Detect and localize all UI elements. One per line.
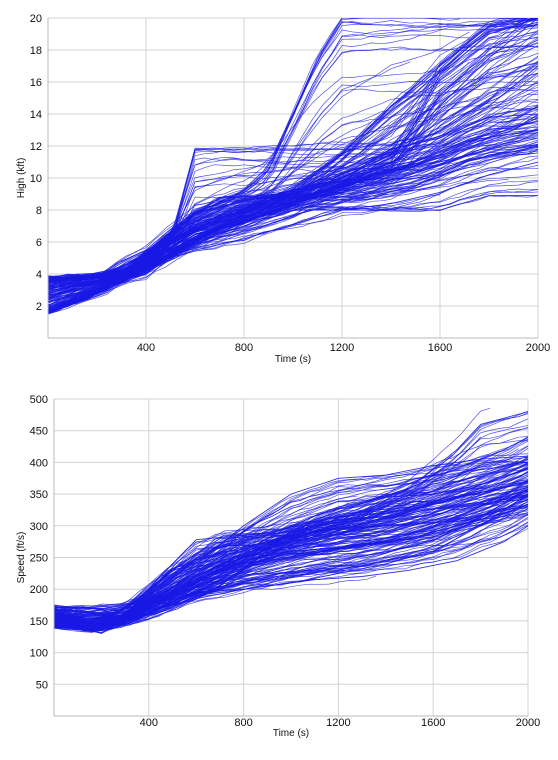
- series-line: [48, 116, 499, 313]
- series-line: [48, 45, 538, 304]
- series-line: [48, 81, 538, 280]
- series-line: [48, 31, 538, 311]
- series-line: [54, 484, 491, 618]
- series-line: [48, 178, 441, 279]
- series-line: [54, 488, 528, 617]
- series-line: [48, 82, 538, 297]
- series-line: [48, 143, 538, 300]
- altitude-axes: [47, 18, 538, 339]
- altitude-chart: 2 4 6 8 10 12 14 16 18 20 400 800 1200 1600 2000 Time…: [16, 13, 550, 365]
- y-tick-label: 14: [30, 109, 42, 121]
- altitude-y-axis-label: High (kft): [16, 158, 27, 199]
- y-tick-label: 4: [36, 269, 42, 281]
- series-line: [54, 474, 528, 621]
- altitude-series-group: [48, 18, 538, 315]
- series-line: [48, 168, 401, 296]
- series-line: [54, 495, 528, 627]
- series-line: [54, 508, 528, 617]
- y-tick-label: 8: [36, 205, 42, 217]
- series-line: [54, 459, 528, 624]
- series-line: [48, 181, 538, 280]
- series-line: [54, 453, 491, 633]
- x-tick-label: 1600: [428, 342, 452, 354]
- y-tick-label: 16: [30, 77, 42, 89]
- series-line: [54, 454, 453, 617]
- series-line: [48, 107, 529, 311]
- series-line: [54, 424, 528, 624]
- y-tick-label: 10: [30, 173, 42, 185]
- speed-axes: [53, 399, 528, 717]
- y-tick-label: 150: [30, 616, 48, 628]
- speed-y-axis-label: Speed (ft/s): [16, 532, 27, 584]
- series-line: [54, 455, 528, 632]
- series-line: [54, 504, 528, 625]
- series-line: [54, 575, 377, 612]
- y-tick-label: 50: [36, 679, 48, 691]
- y-tick-label: 350: [30, 489, 48, 501]
- series-line: [48, 45, 538, 286]
- altitude-x-ticks: 400 800 1200 1600 2000: [137, 342, 550, 354]
- speed-x-axis-label: Time (s): [273, 728, 309, 739]
- y-tick-label: 12: [30, 141, 42, 153]
- series-line: [54, 503, 528, 613]
- series-line: [54, 468, 528, 631]
- y-tick-label: 250: [30, 553, 48, 565]
- y-tick-label: 6: [36, 237, 42, 249]
- x-tick-label: 2000: [526, 342, 550, 354]
- y-tick-label: 100: [30, 648, 48, 660]
- series-line: [48, 114, 538, 293]
- y-tick-label: 18: [30, 45, 42, 57]
- series-line: [54, 522, 528, 617]
- series-line: [54, 510, 528, 629]
- series-line: [54, 494, 528, 630]
- series-line: [48, 105, 538, 281]
- altitude-y-ticks: 2 4 6 8 10 12 14 16 18 20: [30, 13, 42, 313]
- y-tick-label: 20: [30, 13, 42, 25]
- x-tick-label: 800: [234, 717, 252, 729]
- series-line: [54, 490, 528, 630]
- speed-x-ticks: 400 800 1200 1600 2000: [140, 717, 541, 729]
- series-line: [54, 438, 528, 631]
- y-tick-label: 500: [30, 394, 48, 406]
- series-line: [54, 499, 491, 627]
- y-tick-label: 2: [36, 301, 42, 313]
- series-line: [48, 18, 538, 282]
- series-line: [54, 480, 528, 622]
- y-tick-label: 200: [30, 584, 48, 596]
- y-tick-label: 450: [30, 426, 48, 438]
- series-line: [48, 31, 470, 303]
- series-line: [54, 508, 528, 610]
- series-line: [48, 18, 460, 286]
- speed-y-ticks: 50 100 150 200 250 300 350 400 450 500: [30, 394, 48, 691]
- x-tick-label: 2000: [516, 717, 540, 729]
- series-line: [54, 463, 510, 631]
- y-tick-label: 400: [30, 457, 48, 469]
- series-line: [54, 482, 528, 623]
- series-line: [48, 46, 538, 312]
- x-tick-label: 1600: [421, 717, 445, 729]
- x-tick-label: 800: [235, 342, 253, 354]
- series-line: [48, 68, 538, 290]
- series-line: [54, 469, 528, 628]
- y-tick-label: 300: [30, 521, 48, 533]
- series-line: [48, 167, 538, 280]
- series-line: [54, 520, 434, 630]
- x-tick-label: 1200: [326, 717, 350, 729]
- series-line: [48, 129, 538, 315]
- series-line: [48, 92, 499, 285]
- altitude-x-axis-label: Time (s): [275, 354, 311, 365]
- speed-series-group: [54, 407, 528, 634]
- x-tick-label: 1200: [330, 342, 354, 354]
- series-line: [54, 489, 528, 627]
- x-tick-label: 400: [140, 717, 158, 729]
- series-line: [54, 495, 528, 615]
- series-line: [48, 71, 490, 288]
- series-line: [54, 489, 528, 625]
- x-tick-label: 400: [137, 342, 155, 354]
- speed-chart: 50 100 150 200 250 300 350 400 450 500 400 800 1200…: [16, 394, 540, 739]
- series-line: [48, 57, 538, 282]
- series-line: [48, 18, 538, 288]
